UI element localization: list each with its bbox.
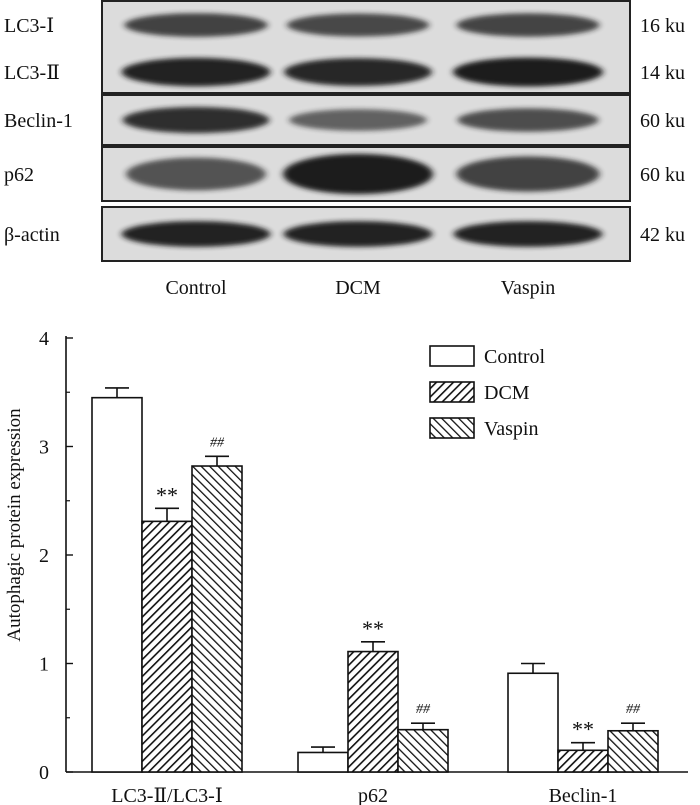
y-tick-label: 2 [39,545,49,567]
blot-row-label: LC3-Ⅰ [4,15,54,37]
blot-band [456,156,600,192]
legend-label: Vaspin [484,418,538,440]
blot-row-label: Beclin-1 [4,110,73,132]
significance-mark: ## [416,702,431,717]
bar [507,672,559,773]
bar [557,749,609,773]
blot-band [283,153,433,195]
blot-band [284,58,432,86]
blot-band [126,157,266,191]
blot-band [121,57,271,87]
blot-band [124,13,268,37]
y-axis-label: Autophagic protein expression [4,408,25,642]
blot-lane-label: DCM [335,277,381,299]
significance-mark: ** [156,482,178,507]
significance-mark: ** [572,717,594,742]
blot-band [456,13,600,37]
significance-mark: ** [362,616,384,641]
bar [191,465,243,773]
blot-row-label: β-actin [4,224,60,246]
legend-swatch [429,417,475,439]
legend-swatch [429,345,475,367]
bar-chart: 0 1 2 3 4 LC3-Ⅱ/LC3-Ⅰ p62 Beclin-1 ** ## ** ## ** ##… [4,328,688,805]
significance-mark: ## [210,435,225,450]
blot-molecular-weight-label: 60 ku [640,110,685,132]
x-category-label: Beclin-1 [549,785,618,805]
blot-lane-label: Vaspin [501,277,555,299]
bar [347,650,399,773]
blot-band [283,221,433,247]
x-category-label: LC3-Ⅱ/LC3-Ⅰ [111,785,222,805]
blot-band [453,57,603,87]
bar [297,751,349,773]
blot-band [121,221,271,247]
blot-molecular-weight-label: 16 ku [640,15,685,37]
blot-row-label: p62 [4,164,34,186]
y-tick-label: 3 [39,437,49,459]
x-category-label: p62 [358,785,388,805]
y-tick-label: 1 [39,654,49,676]
blot-molecular-weight-label: 14 ku [640,62,685,84]
western-blot-panel: LC3-Ⅰ 16 ku LC3-Ⅱ 14 ku Beclin-1 60 ku p62 60 k… [4,0,685,299]
bar [91,396,143,773]
significance-mark: ## [626,702,641,717]
blot-molecular-weight-label: 42 ku [640,224,685,246]
legend-label: Control [484,346,546,368]
blot-lane-label: Control [165,277,227,299]
blot-band [122,106,270,134]
y-tick-label: 0 [39,762,49,784]
bar [607,729,659,773]
blot-row-label: LC3-Ⅱ [4,62,60,84]
blot-molecular-weight-label: 60 ku [640,164,685,186]
bar [141,520,193,773]
bar [397,728,449,773]
legend-label: DCM [484,382,530,404]
y-tick-label: 4 [39,328,49,350]
blot-band [289,109,427,131]
blot-band [457,108,599,132]
blot-band [453,221,603,247]
legend-swatch [429,381,475,403]
blot-band [286,13,430,37]
